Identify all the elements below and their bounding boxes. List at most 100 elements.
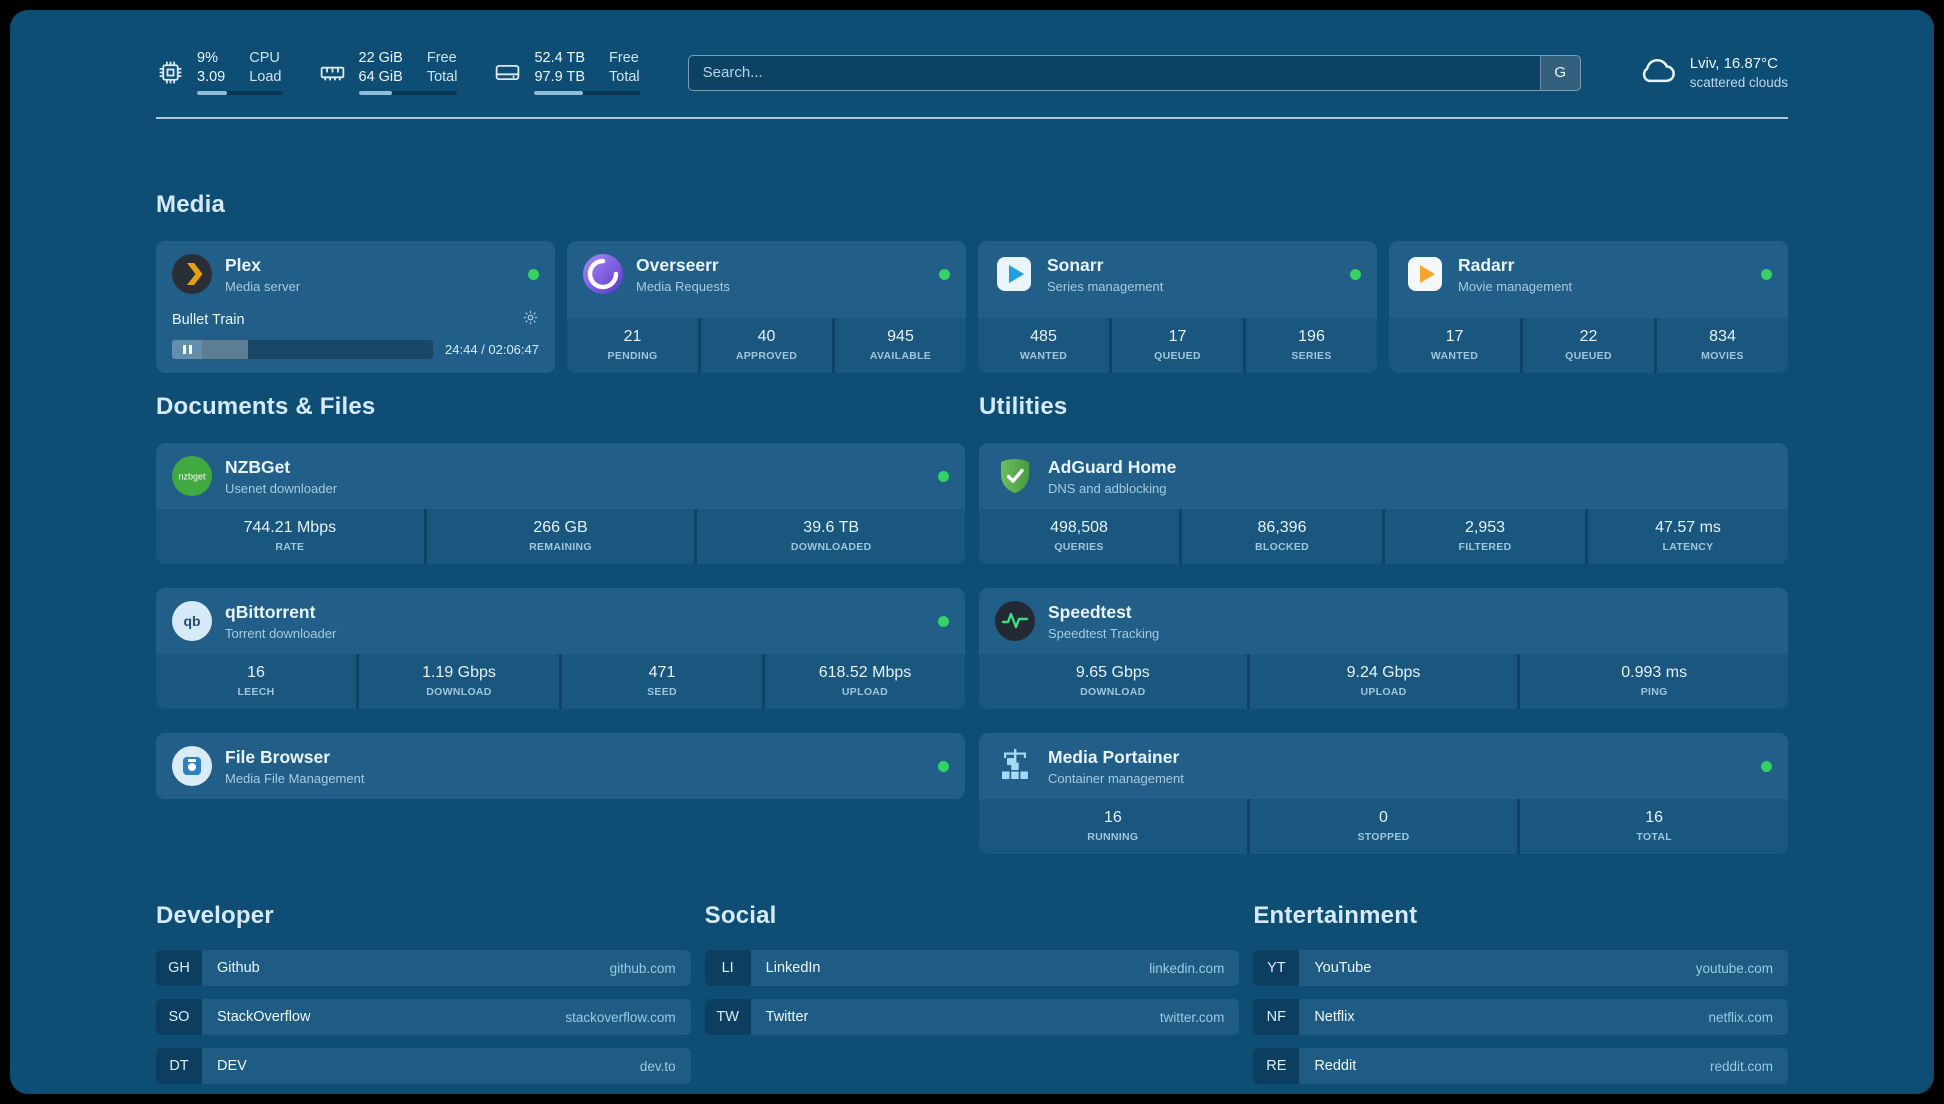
memory-progress-bar [358,91,458,95]
service-card-sonarr[interactable]: Sonarr Series management 485 WANTED 17 Q… [978,241,1377,373]
stat-value: 39.6 TB [803,519,860,536]
service-card-adguard[interactable]: AdGuard Home DNS and adblocking 498,508 … [979,443,1788,564]
service-subtitle: Torrent downloader [225,625,337,641]
stat-value: 618.52 Mbps [818,664,912,681]
search-input[interactable] [688,55,1540,90]
service-subtitle: Series management [1047,278,1164,294]
service-name: File Browser [225,746,331,767]
disk-free-label: Free [609,50,639,66]
section-title-utilities: Utilities [979,393,1068,420]
section-title-media: Media [156,191,226,218]
search-provider-button[interactable]: G [1539,55,1580,90]
status-dot [939,268,950,280]
stat-tile: 9.24 Gbps UPLOAD [1249,654,1518,709]
bookmark-reddit[interactable]: RE Reddit reddit.com [1253,1048,1788,1084]
stat-label: UPLOAD [1360,686,1407,698]
stat-label: QUERIES [1054,541,1104,553]
bookmark-stackoverflow[interactable]: SO StackOverflow stackoverflow.com [156,999,691,1035]
bookmark-abbr: SO [156,999,202,1035]
plex-icon [172,254,212,294]
stat-value: 9.65 Gbps [1075,664,1150,681]
bookmark-dev[interactable]: DT DEV dev.to [156,1048,691,1084]
section-title-social: Social [704,902,777,929]
stat-value: 485 [1030,328,1057,345]
memory-free-label: Free [426,50,457,66]
stat-value: 266 GB [533,519,588,536]
stat-tile: 471 SEED [562,654,762,709]
utilities-column: Utilities [979,393,1788,854]
pause-button[interactable] [172,340,202,359]
bookmark-youtube[interactable]: YT YouTube youtube.com [1253,950,1788,986]
bookmark-netflix[interactable]: NF Netflix netflix.com [1253,999,1788,1035]
cloud-icon [1637,50,1677,95]
stat-tile: 744.21 Mbps RATE [156,509,424,564]
cpu-load-value: 3.09 [197,69,226,85]
bookmark-url: netflix.com [1708,1009,1773,1025]
bookmark-abbr: DT [156,1048,202,1084]
stat-label: REMAINING [529,541,592,553]
stat-value: 17 [1445,328,1464,345]
now-playing-title: Bullet Train [172,312,245,328]
stat-label: QUEUED [1154,350,1201,362]
stat-label: APPROVED [735,350,798,362]
service-subtitle: Media server [225,278,301,294]
bookmark-linkedin[interactable]: LI LinkedIn linkedin.com [704,950,1240,986]
adguard-icon [995,456,1035,496]
stat-value: 47.57 ms [1655,519,1721,536]
bookmark-name: Twitter [765,1009,809,1025]
bookmark-url: github.com [609,960,676,976]
bookmark-url: twitter.com [1159,1009,1225,1025]
stat-tile: 16 LEECH [156,654,356,709]
stat-tile: 40 APPROVED [701,318,832,373]
service-card-qbittorrent[interactable]: qb qBittorrent Torrent downloader 16 [156,588,965,709]
service-subtitle: Media Requests [636,278,730,294]
bookmark-name: Netflix [1314,1009,1355,1025]
stat-value: 40 [757,328,776,345]
stat-value: 86,396 [1257,519,1307,536]
service-card-nzbget[interactable]: nzbget NZBGet Usenet downloader 744.21 M… [156,443,965,564]
service-card-radarr[interactable]: Radarr Movie management 17 WANTED 22 QUE… [1389,241,1788,373]
service-name: Radarr [1458,254,1515,275]
memory-free-value: 22 GiB [358,50,403,66]
stat-label: FILTERED [1458,541,1512,553]
stat-label: LATENCY [1662,541,1714,553]
service-card-filebrowser[interactable]: File Browser Media File Management [156,733,965,799]
service-name: qBittorrent [225,601,316,622]
stat-label: TOTAL [1636,831,1672,843]
stat-label: RUNNING [1087,831,1139,843]
service-name: Plex [225,254,261,275]
cpu-progress-bar [197,91,282,95]
bookmark-url: dev.to [639,1058,676,1074]
stat-value: 1.19 Gbps [422,664,496,681]
bookmark-name: Github [217,960,260,976]
bookmark-abbr: NF [1253,999,1300,1035]
service-card-overseerr[interactable]: Overseerr Media Requests 21 PENDING 40 A… [567,241,966,373]
stat-tile: 1.19 Gbps DOWNLOAD [359,654,559,709]
service-name: Overseerr [636,254,719,275]
service-subtitle: Speedtest Tracking [1048,625,1160,641]
service-card-plex[interactable]: Plex Media server Bullet Train [156,241,555,373]
service-card-portainer[interactable]: Media Portainer Container management 16 … [979,733,1788,854]
stat-label: SEED [647,686,677,698]
stat-label: STOPPED [1357,831,1410,843]
status-dot [938,760,949,772]
svg-text:nzbget: nzbget [178,472,206,482]
bookmark-twitter[interactable]: TW Twitter twitter.com [704,999,1240,1035]
service-card-speedtest[interactable]: Speedtest Speedtest Tracking 9.65 Gbps D… [979,588,1788,709]
stat-value: 834 [1709,328,1736,345]
stat-value: 9.24 Gbps [1346,664,1421,681]
gear-icon[interactable] [522,309,539,331]
section-title-entertainment: Entertainment [1253,902,1418,929]
stat-tile: 47.57 ms LATENCY [1588,509,1788,564]
weather-widget: Lviv, 16.87°C scattered clouds [1637,50,1788,95]
status-dot [938,470,949,482]
bookmark-group-entertainment: Entertainment YT YouTube youtube.com NF … [1253,902,1788,1084]
stat-tile: 9.65 Gbps DOWNLOAD [979,654,1247,709]
stat-label: DOWNLOAD [1080,686,1146,698]
bookmark-github[interactable]: GH Github github.com [156,950,691,986]
service-name: Speedtest [1048,601,1132,622]
stat-label: AVAILABLE [869,350,932,362]
cpu-load-label: Load [249,69,282,85]
stat-tile: 618.52 Mbps UPLOAD [765,654,965,709]
bookmark-group-social: Social LI LinkedIn linkedin.com TW Twitt… [704,902,1240,1084]
